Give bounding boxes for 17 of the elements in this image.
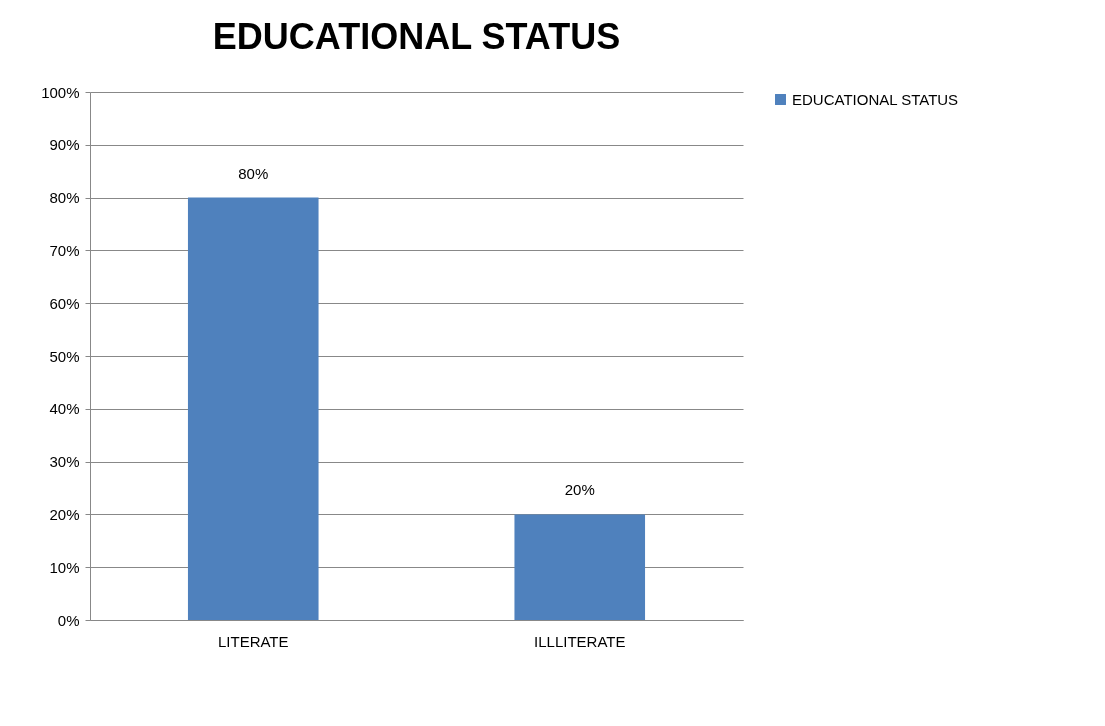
x-tick-label: ILLLITERATE xyxy=(534,632,626,650)
y-tick-label: 40% xyxy=(49,400,80,418)
legend-label: EDUCATIONAL STATUS xyxy=(792,90,959,108)
chart-title: EDUCATIONAL STATUS xyxy=(212,16,621,57)
data-label: 20% xyxy=(564,481,595,499)
y-tick-label: 60% xyxy=(49,294,80,312)
y-tick-label: 90% xyxy=(49,136,80,154)
y-tick-label: 50% xyxy=(49,347,80,365)
y-tick-label: 100% xyxy=(41,83,80,101)
y-tick-label: 70% xyxy=(49,241,80,259)
y-tick-label: 10% xyxy=(49,558,80,576)
y-tick-label: 30% xyxy=(49,453,80,471)
y-tick-label: 80% xyxy=(49,189,80,207)
x-tick-label: LITERATE xyxy=(217,632,289,650)
y-tick-label: 20% xyxy=(49,505,80,523)
y-tick-label: 0% xyxy=(57,611,80,629)
data-label: 80% xyxy=(238,164,269,182)
